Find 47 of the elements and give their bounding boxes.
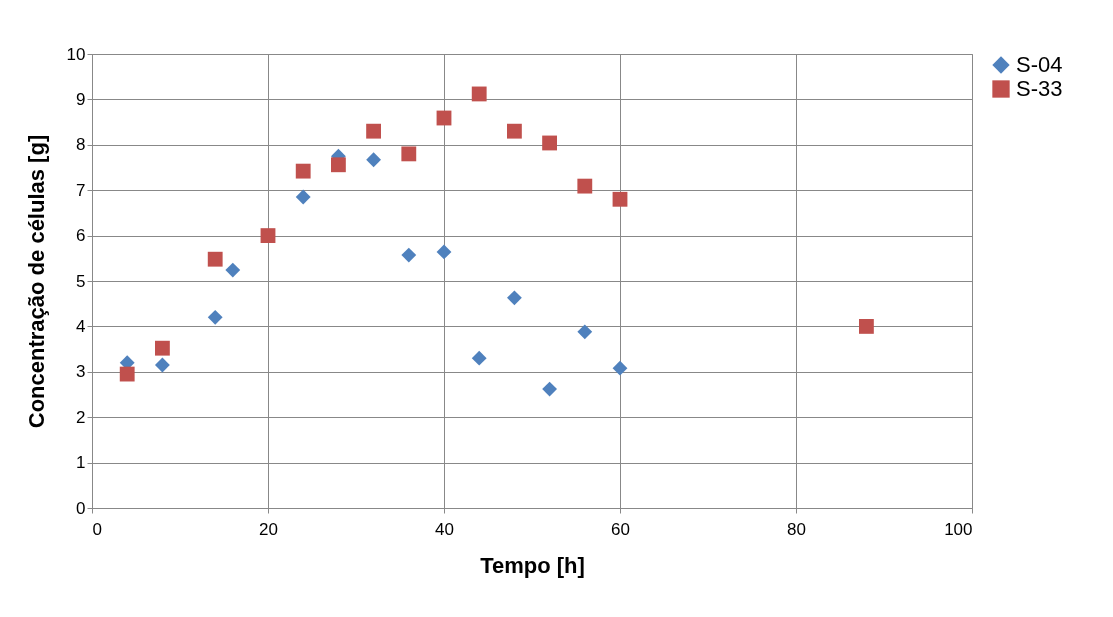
point <box>366 123 382 139</box>
point <box>295 189 311 205</box>
x-tick-label: 0 <box>92 519 102 539</box>
x-tick-label: 80 <box>787 519 806 539</box>
y-tick-label: 4 <box>76 316 86 336</box>
point <box>401 146 417 162</box>
legend-label: S-04 <box>1016 52 1063 77</box>
point <box>542 381 558 397</box>
point <box>577 178 593 194</box>
y-tick-label: 3 <box>76 362 86 382</box>
y-tick-label: 7 <box>76 180 86 200</box>
point <box>471 350 487 366</box>
x-axis-title: Tempo [h] <box>480 552 585 578</box>
y-tick-label: 5 <box>76 271 86 291</box>
point <box>612 191 628 207</box>
y-tick-label: 2 <box>76 407 86 427</box>
point <box>401 247 417 263</box>
point <box>436 244 452 260</box>
x-tick-label: 60 <box>611 519 630 539</box>
point <box>207 309 223 325</box>
point <box>506 123 522 139</box>
point <box>612 360 628 376</box>
y-tick-label: 9 <box>76 89 86 109</box>
x-tick-label: 40 <box>435 519 454 539</box>
point <box>471 86 487 102</box>
point <box>119 366 135 382</box>
point <box>154 357 170 373</box>
point <box>330 157 346 173</box>
point <box>154 340 170 356</box>
point <box>295 163 311 179</box>
y-tick-label: 10 <box>66 44 86 64</box>
point <box>260 228 276 244</box>
y-axis-title: Concentração de células [g] <box>23 134 49 429</box>
point <box>542 135 558 151</box>
x-tick-label: 20 <box>259 519 278 539</box>
y-tick-label: 0 <box>76 498 86 518</box>
point <box>207 251 223 267</box>
x-tick-label: 100 <box>944 519 973 539</box>
point <box>858 318 874 334</box>
point <box>577 324 593 340</box>
y-tick-label: 6 <box>76 226 86 246</box>
point <box>225 262 241 278</box>
y-tick-label: 1 <box>76 453 86 473</box>
y-tick-label: 8 <box>76 135 86 155</box>
legend-label: S-33 <box>1016 76 1063 101</box>
point <box>506 290 522 306</box>
point <box>366 152 382 168</box>
